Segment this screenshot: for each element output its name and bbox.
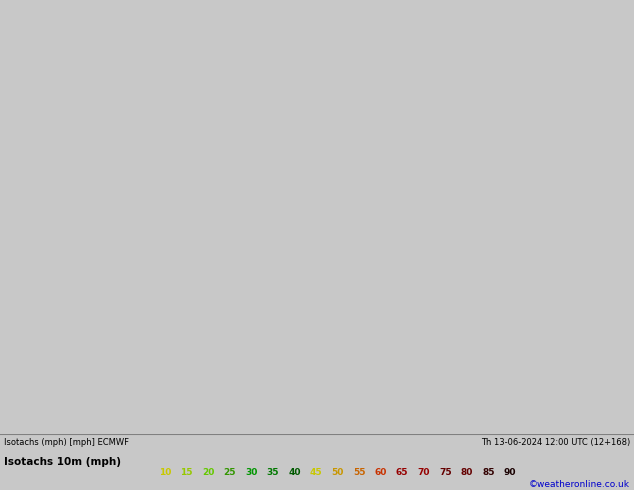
Text: 85: 85 xyxy=(482,468,495,477)
Text: ©weatheronline.co.uk: ©weatheronline.co.uk xyxy=(529,480,630,489)
Text: Isotachs (mph) [mph] ECMWF: Isotachs (mph) [mph] ECMWF xyxy=(4,438,129,447)
Text: 25: 25 xyxy=(223,468,236,477)
Text: 10: 10 xyxy=(158,468,171,477)
Text: 60: 60 xyxy=(375,468,387,477)
Text: 50: 50 xyxy=(332,468,344,477)
Text: Th 13-06-2024 12:00 UTC (12+168): Th 13-06-2024 12:00 UTC (12+168) xyxy=(481,438,630,447)
Text: 15: 15 xyxy=(180,468,193,477)
Text: 70: 70 xyxy=(418,468,430,477)
Text: 30: 30 xyxy=(245,468,257,477)
Text: 65: 65 xyxy=(396,468,408,477)
Text: Isotachs 10m (mph): Isotachs 10m (mph) xyxy=(4,457,121,467)
Text: 90: 90 xyxy=(504,468,516,477)
Text: 20: 20 xyxy=(202,468,214,477)
Text: 45: 45 xyxy=(309,468,322,477)
Text: 75: 75 xyxy=(439,468,451,477)
Text: 80: 80 xyxy=(461,468,473,477)
Text: 55: 55 xyxy=(353,468,365,477)
Text: 40: 40 xyxy=(288,468,301,477)
Text: 35: 35 xyxy=(266,468,279,477)
